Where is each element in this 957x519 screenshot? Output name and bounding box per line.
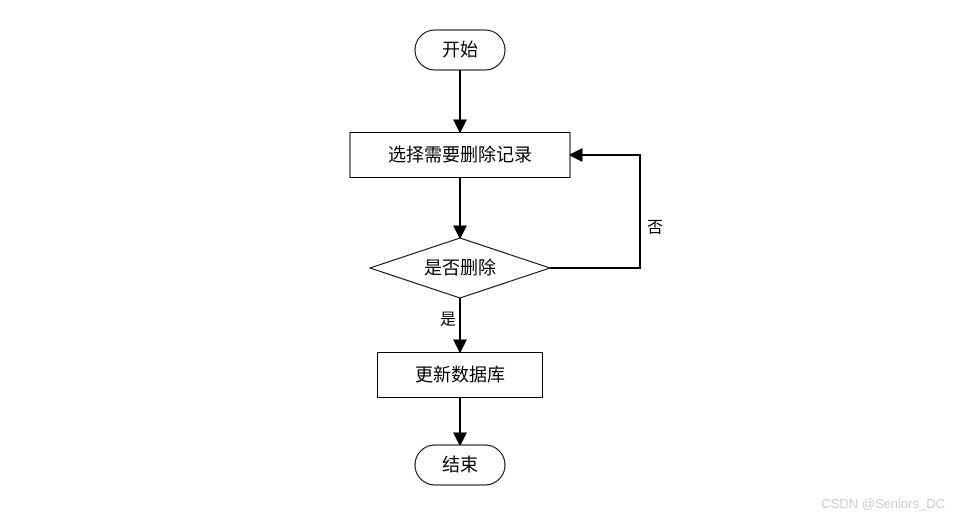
node-label-update: 更新数据库 [415,365,505,385]
edge-label-decide-select: 否 [647,220,663,237]
node-update: 更新数据库 [378,353,543,398]
node-select: 选择需要删除记录 [350,133,570,178]
node-label-end: 结束 [442,455,478,475]
flowchart-canvas: 是 否 开始选择需要删除记录是否删除更新数据库结束 [0,0,957,519]
node-label-decide: 是否删除 [424,258,496,278]
node-label-select: 选择需要删除记录 [388,145,532,165]
node-start: 开始 [415,30,505,70]
node-end: 结束 [415,445,505,485]
watermark-text: CSDN @Seniors_DC [821,496,945,511]
node-decide: 是否删除 [370,238,550,298]
edge-label-decide-update: 是 [440,312,456,329]
node-label-start: 开始 [442,40,478,60]
